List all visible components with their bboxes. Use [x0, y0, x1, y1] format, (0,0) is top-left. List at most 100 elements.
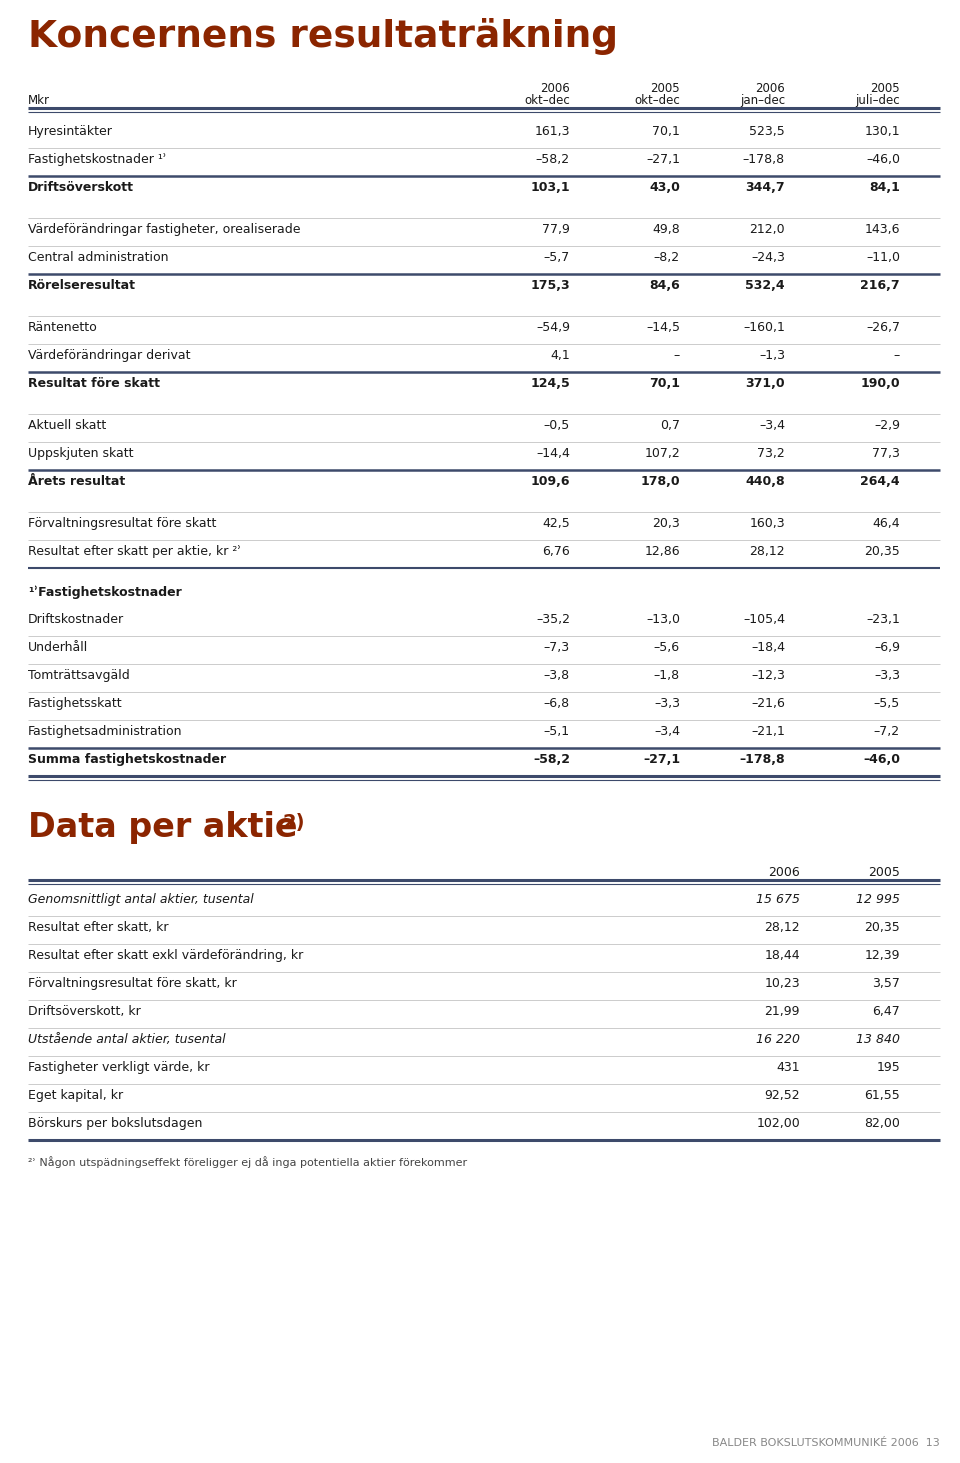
Text: 109,6: 109,6	[531, 475, 570, 489]
Text: 523,5: 523,5	[749, 124, 785, 138]
Text: –21,6: –21,6	[751, 696, 785, 710]
Text: –24,3: –24,3	[751, 252, 785, 263]
Text: –2,9: –2,9	[874, 418, 900, 432]
Text: Resultat efter skatt per aktie, kr ²ʾ: Resultat efter skatt per aktie, kr ²ʾ	[28, 546, 241, 557]
Text: Genomsnittligt antal aktier, tusental: Genomsnittligt antal aktier, tusental	[28, 892, 253, 906]
Text: Underhåll: Underhåll	[28, 641, 88, 654]
Text: –178,8: –178,8	[739, 753, 785, 767]
Text: 2006: 2006	[756, 82, 785, 95]
Text: 130,1: 130,1	[864, 124, 900, 138]
Text: 20,35: 20,35	[864, 546, 900, 557]
Text: –23,1: –23,1	[866, 613, 900, 626]
Text: Förvaltningsresultat före skatt: Förvaltningsresultat före skatt	[28, 516, 216, 530]
Text: 12 995: 12 995	[856, 892, 900, 906]
Text: 143,6: 143,6	[865, 222, 900, 236]
Text: –7,2: –7,2	[874, 726, 900, 737]
Text: Summa fastighetskostnader: Summa fastighetskostnader	[28, 753, 227, 767]
Text: 102,00: 102,00	[756, 1116, 800, 1129]
Text: 12,39: 12,39	[865, 949, 900, 963]
Text: 49,8: 49,8	[652, 222, 680, 236]
Text: okt–dec: okt–dec	[524, 94, 570, 107]
Text: Tomträttsavgäld: Tomträttsavgäld	[28, 669, 130, 682]
Text: Driftsöverskott: Driftsöverskott	[28, 181, 134, 195]
Text: Utstående antal aktier, tusental: Utstående antal aktier, tusental	[28, 1033, 226, 1046]
Text: 160,3: 160,3	[750, 516, 785, 530]
Text: 16 220: 16 220	[756, 1033, 800, 1046]
Text: –5,7: –5,7	[543, 252, 570, 263]
Text: 28,12: 28,12	[764, 922, 800, 933]
Text: 70,1: 70,1	[649, 377, 680, 391]
Text: Central administration: Central administration	[28, 252, 169, 263]
Text: BALDER BOKSLUTSKOMMUNIKÉ 2006  13: BALDER BOKSLUTSKOMMUNIKÉ 2006 13	[712, 1438, 940, 1448]
Text: –12,3: –12,3	[751, 669, 785, 682]
Text: 344,7: 344,7	[745, 181, 785, 195]
Text: –26,7: –26,7	[866, 320, 900, 334]
Text: 15 675: 15 675	[756, 892, 800, 906]
Text: 4,1: 4,1	[550, 350, 570, 361]
Text: Mkr: Mkr	[28, 94, 50, 107]
Text: 84,1: 84,1	[869, 181, 900, 195]
Text: 2): 2)	[283, 813, 305, 832]
Text: –6,9: –6,9	[874, 641, 900, 654]
Text: ²ʾ Någon utspädningseffekt föreligger ej då inga potentiella aktier förekommer: ²ʾ Någon utspädningseffekt föreligger ej…	[28, 1156, 468, 1167]
Text: 61,55: 61,55	[864, 1088, 900, 1102]
Text: 195: 195	[876, 1061, 900, 1074]
Text: 6,47: 6,47	[873, 1005, 900, 1018]
Text: 2005: 2005	[868, 866, 900, 879]
Text: 264,4: 264,4	[860, 475, 900, 489]
Text: –8,2: –8,2	[654, 252, 680, 263]
Text: 190,0: 190,0	[860, 377, 900, 391]
Text: 43,0: 43,0	[649, 181, 680, 195]
Text: 21,99: 21,99	[764, 1005, 800, 1018]
Text: 212,0: 212,0	[750, 222, 785, 236]
Text: –14,5: –14,5	[646, 320, 680, 334]
Text: 12,86: 12,86	[644, 546, 680, 557]
Text: 3,57: 3,57	[872, 977, 900, 990]
Text: –0,5: –0,5	[543, 418, 570, 432]
Text: 440,8: 440,8	[745, 475, 785, 489]
Text: Rörelseresultat: Rörelseresultat	[28, 279, 136, 293]
Text: –3,4: –3,4	[759, 418, 785, 432]
Text: Resultat efter skatt exkl värdeförändring, kr: Resultat efter skatt exkl värdeförändrin…	[28, 949, 303, 963]
Text: –35,2: –35,2	[536, 613, 570, 626]
Text: –1,3: –1,3	[759, 350, 785, 361]
Text: –5,6: –5,6	[654, 641, 680, 654]
Text: 431: 431	[777, 1061, 800, 1074]
Text: 2006: 2006	[540, 82, 570, 95]
Text: 28,12: 28,12	[750, 546, 785, 557]
Text: 82,00: 82,00	[864, 1116, 900, 1129]
Text: 92,52: 92,52	[764, 1088, 800, 1102]
Text: 216,7: 216,7	[860, 279, 900, 293]
Text: –27,1: –27,1	[643, 753, 680, 767]
Text: Resultat efter skatt, kr: Resultat efter skatt, kr	[28, 922, 169, 933]
Text: –178,8: –178,8	[743, 154, 785, 165]
Text: 371,0: 371,0	[745, 377, 785, 391]
Text: 20,35: 20,35	[864, 922, 900, 933]
Text: 84,6: 84,6	[649, 279, 680, 293]
Text: Fastighetsadministration: Fastighetsadministration	[28, 726, 182, 737]
Text: –105,4: –105,4	[743, 613, 785, 626]
Text: 70,1: 70,1	[652, 124, 680, 138]
Text: 18,44: 18,44	[764, 949, 800, 963]
Text: 107,2: 107,2	[644, 448, 680, 459]
Text: –5,5: –5,5	[874, 696, 900, 710]
Text: juli–dec: juli–dec	[855, 94, 900, 107]
Text: 20,3: 20,3	[652, 516, 680, 530]
Text: –3,4: –3,4	[654, 726, 680, 737]
Text: –3,3: –3,3	[654, 696, 680, 710]
Text: 6,76: 6,76	[542, 546, 570, 557]
Text: Uppskjuten skatt: Uppskjuten skatt	[28, 448, 133, 459]
Text: 77,3: 77,3	[872, 448, 900, 459]
Text: Driftsöverskott, kr: Driftsöverskott, kr	[28, 1005, 141, 1018]
Text: ¹ʾFastighetskostnader: ¹ʾFastighetskostnader	[28, 585, 181, 598]
Text: 73,2: 73,2	[757, 448, 785, 459]
Text: 2005: 2005	[871, 82, 900, 95]
Text: 13 840: 13 840	[856, 1033, 900, 1046]
Text: Data per aktie: Data per aktie	[28, 811, 298, 844]
Text: –46,0: –46,0	[866, 154, 900, 165]
Text: 2006: 2006	[768, 866, 800, 879]
Text: Förvaltningsresultat före skatt, kr: Förvaltningsresultat före skatt, kr	[28, 977, 237, 990]
Text: 77,9: 77,9	[542, 222, 570, 236]
Text: 10,23: 10,23	[764, 977, 800, 990]
Text: 46,4: 46,4	[873, 516, 900, 530]
